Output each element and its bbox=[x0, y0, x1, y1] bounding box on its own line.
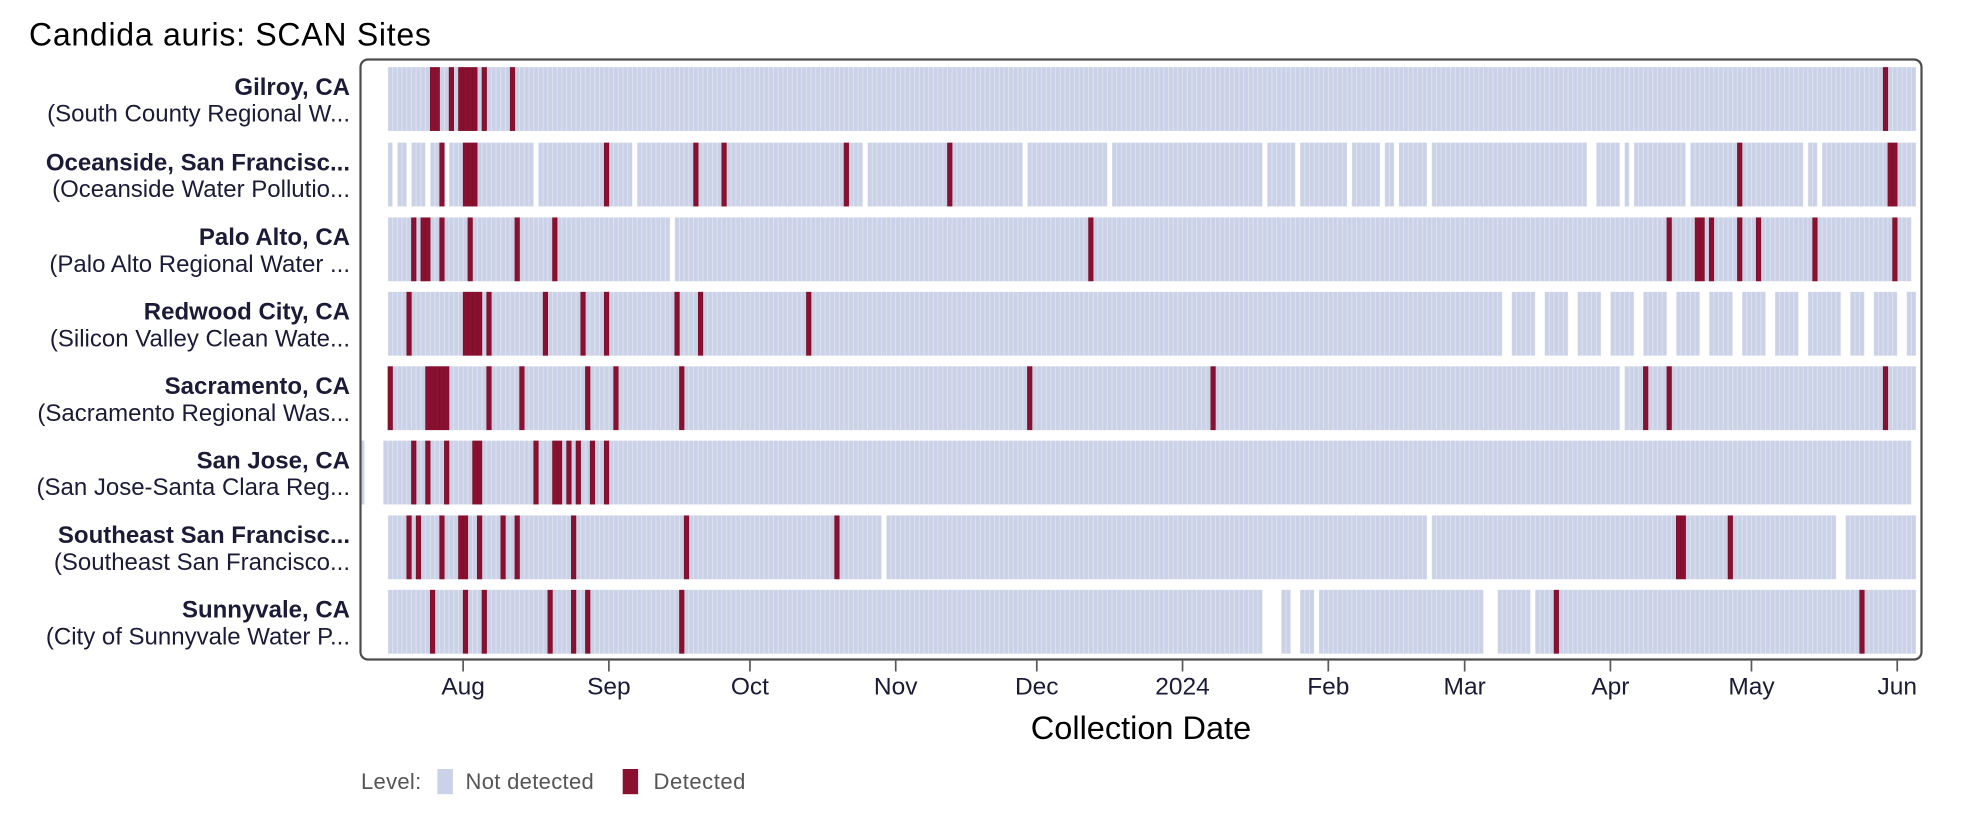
svg-text:Sunnyvale, CA: Sunnyvale, CA bbox=[182, 597, 350, 624]
svg-text:2024: 2024 bbox=[1155, 674, 1210, 701]
svg-text:Aug: Aug bbox=[441, 674, 485, 701]
svg-text:Redwood City, CA: Redwood City, CA bbox=[144, 299, 350, 326]
svg-text:Level:: Level: bbox=[361, 769, 422, 794]
svg-text:Apr: Apr bbox=[1591, 674, 1629, 701]
svg-text:(Sacramento Regional Was...: (Sacramento Regional Was... bbox=[37, 400, 350, 427]
svg-text:(South County Regional W...: (South County Regional W... bbox=[47, 101, 350, 128]
svg-text:Collection Date: Collection Date bbox=[1031, 710, 1251, 746]
svg-text:Gilroy, CA: Gilroy, CA bbox=[234, 74, 350, 101]
svg-text:Oct: Oct bbox=[731, 674, 769, 701]
svg-text:Dec: Dec bbox=[1015, 674, 1059, 701]
svg-text:Southeast San Francisc...: Southeast San Francisc... bbox=[58, 522, 350, 549]
svg-text:Candida auris: SCAN Sites: Candida auris: SCAN Sites bbox=[29, 17, 432, 53]
svg-text:Palo Alto, CA: Palo Alto, CA bbox=[199, 224, 350, 251]
svg-text:(Oceanside Water Pollutio...: (Oceanside Water Pollutio... bbox=[52, 176, 350, 203]
svg-text:May: May bbox=[1728, 674, 1775, 701]
svg-text:Oceanside, San Francisc...: Oceanside, San Francisc... bbox=[46, 149, 350, 176]
svg-text:Mar: Mar bbox=[1444, 674, 1486, 701]
svg-text:(Silicon Valley Clean Wate...: (Silicon Valley Clean Wate... bbox=[50, 325, 350, 352]
svg-text:Jun: Jun bbox=[1877, 674, 1917, 701]
svg-text:(City of Sunnyvale Water P...: (City of Sunnyvale Water P... bbox=[46, 623, 350, 650]
svg-text:Not detected: Not detected bbox=[466, 769, 595, 794]
svg-text:Nov: Nov bbox=[874, 674, 918, 701]
svg-text:Detected: Detected bbox=[654, 769, 746, 794]
svg-text:Sep: Sep bbox=[587, 674, 631, 701]
svg-text:Feb: Feb bbox=[1307, 674, 1349, 701]
svg-text:San Jose, CA: San Jose, CA bbox=[197, 447, 350, 474]
svg-text:(Palo Alto Regional Water ...: (Palo Alto Regional Water ... bbox=[49, 251, 350, 278]
svg-text:Sacramento, CA: Sacramento, CA bbox=[165, 373, 350, 400]
svg-text:(Southeast San Francisco...: (Southeast San Francisco... bbox=[54, 549, 350, 576]
svg-text:(San Jose-Santa Clara Reg...: (San Jose-Santa Clara Reg... bbox=[37, 474, 351, 501]
